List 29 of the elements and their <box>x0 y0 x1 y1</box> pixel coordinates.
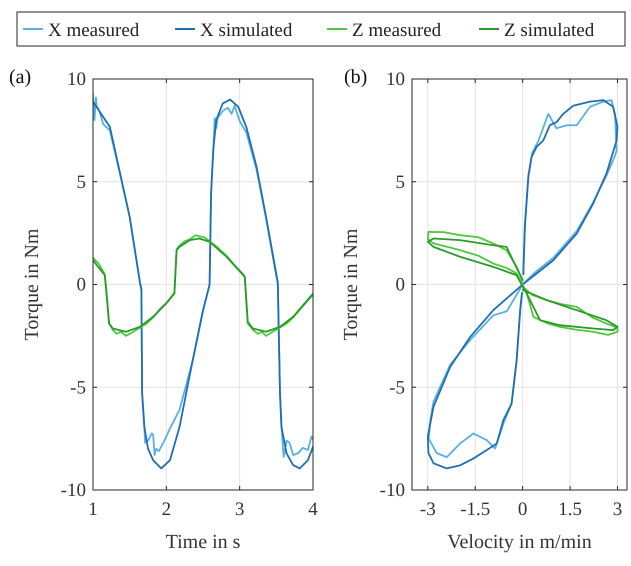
x-tick-label: 3 <box>612 499 622 520</box>
x-tick-label: -3 <box>420 499 436 520</box>
x-axis-title: Velocity in m/min <box>447 531 592 553</box>
y-tick-label: -5 <box>70 377 86 398</box>
y-tick-label: 5 <box>76 172 86 193</box>
y-axis-title: Torque in Nm <box>340 228 362 340</box>
x-tick-label: 1.5 <box>558 499 582 520</box>
y-tick-label: -10 <box>380 480 405 501</box>
y-tick-label: 10 <box>386 69 405 90</box>
x-tick-label: 0 <box>518 499 528 520</box>
legend-label: Z simulated <box>504 20 595 41</box>
chart-title: (a) <box>9 66 32 88</box>
x-tick-label: 2 <box>162 499 172 520</box>
y-tick-label: 5 <box>396 172 405 193</box>
x-axis-title: Time in s <box>166 531 241 553</box>
legend-label: X simulated <box>200 20 293 41</box>
y-tick-label: -5 <box>389 377 405 398</box>
y-tick-label: 10 <box>67 69 86 90</box>
y-axis-title: Torque in Nm <box>21 228 43 340</box>
x-tick-label: -1.5 <box>460 499 490 520</box>
y-tick-label: 0 <box>396 274 405 296</box>
y-tick-label: 0 <box>76 274 86 296</box>
x-tick-label: 1 <box>88 499 98 520</box>
chart-title: (b) <box>344 66 368 88</box>
x-tick-label: 4 <box>308 499 318 520</box>
legend-label: X measured <box>48 20 140 41</box>
legend-label: Z measured <box>352 20 442 41</box>
x-tick-label: 3 <box>234 499 244 520</box>
y-tick-label: -10 <box>60 480 86 501</box>
